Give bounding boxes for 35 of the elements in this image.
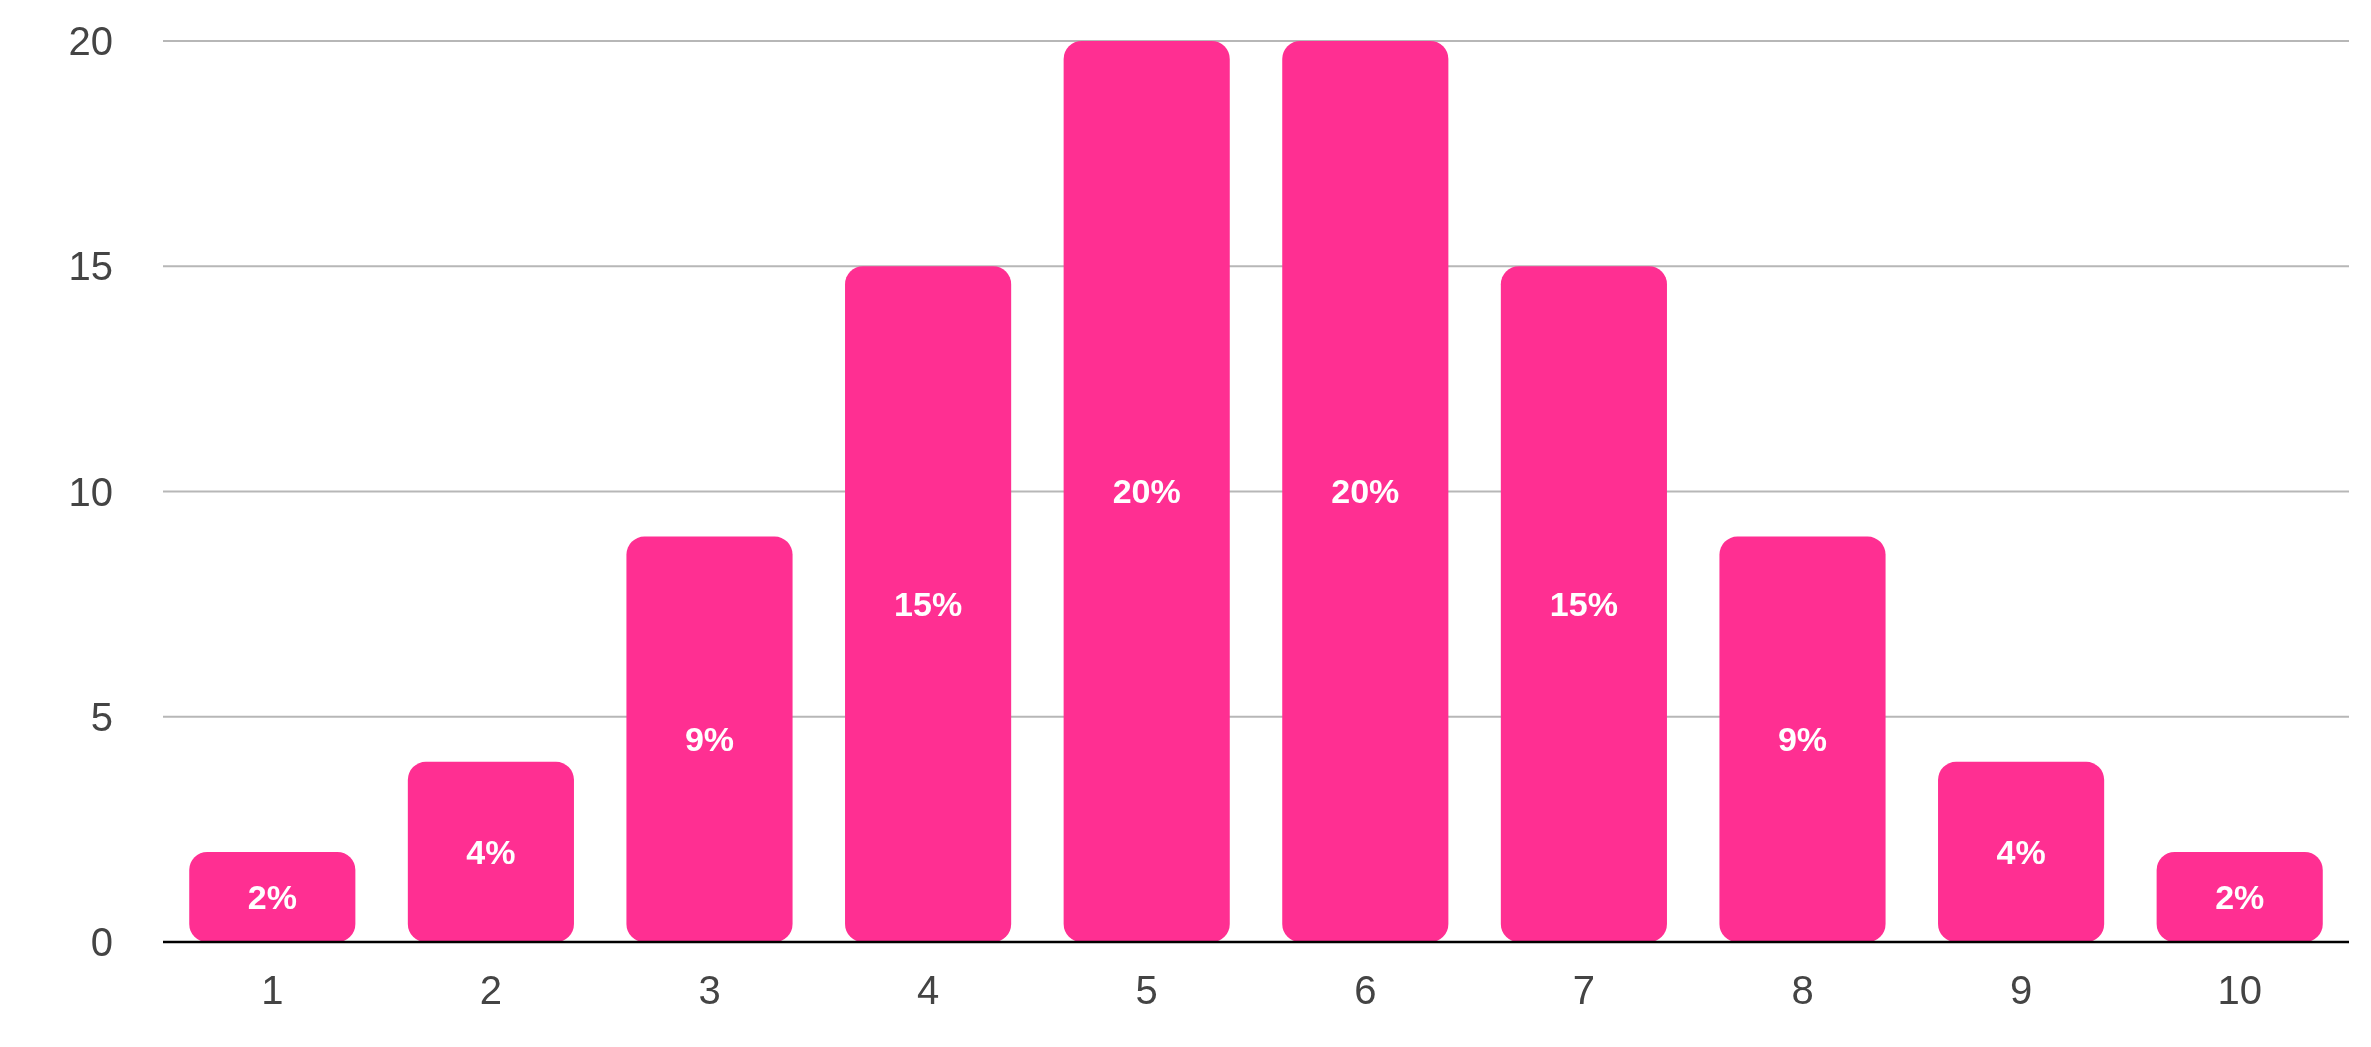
y-tick-label: 5	[90, 694, 113, 739]
bar	[1282, 41, 1449, 942]
x-tick-label: 8	[1791, 968, 1814, 1012]
x-tick-label: 5	[1135, 968, 1158, 1012]
bar	[1500, 266, 1667, 942]
bar	[626, 536, 793, 942]
data-label: 20%	[1331, 472, 1400, 511]
data-label: 9%	[1777, 720, 1828, 759]
bar	[845, 266, 1012, 942]
x-tick-label: 4	[916, 968, 940, 1012]
bar	[2156, 851, 2323, 942]
data-label: 20%	[1112, 472, 1181, 511]
data-label: 9%	[684, 720, 735, 759]
x-tick-label: 6	[1354, 968, 1377, 1012]
y-tick-label: 20	[68, 19, 113, 63]
data-label: 4%	[466, 832, 516, 871]
y-tick-label: 0	[90, 920, 113, 964]
x-tick-label: 10	[2217, 968, 2262, 1012]
data-label: 2%	[2215, 877, 2265, 916]
data-label: 2%	[247, 877, 297, 916]
bar	[1719, 536, 1886, 942]
data-label: 4%	[1996, 832, 2046, 871]
x-tick-label: 9	[2009, 968, 2033, 1012]
bar	[1063, 41, 1230, 942]
x-tick-label: 7	[1572, 968, 1596, 1012]
y-tick-label: 15	[68, 244, 113, 289]
bar	[407, 761, 574, 942]
x-tick-label: 3	[698, 968, 721, 1012]
x-tick-label: 1	[261, 968, 284, 1012]
x-tick-label: 2	[479, 968, 503, 1012]
bar	[1938, 761, 2105, 942]
bar	[189, 851, 356, 942]
y-tick-label: 10	[68, 469, 113, 514]
data-label: 15%	[894, 585, 963, 624]
data-label: 15%	[1549, 585, 1618, 624]
